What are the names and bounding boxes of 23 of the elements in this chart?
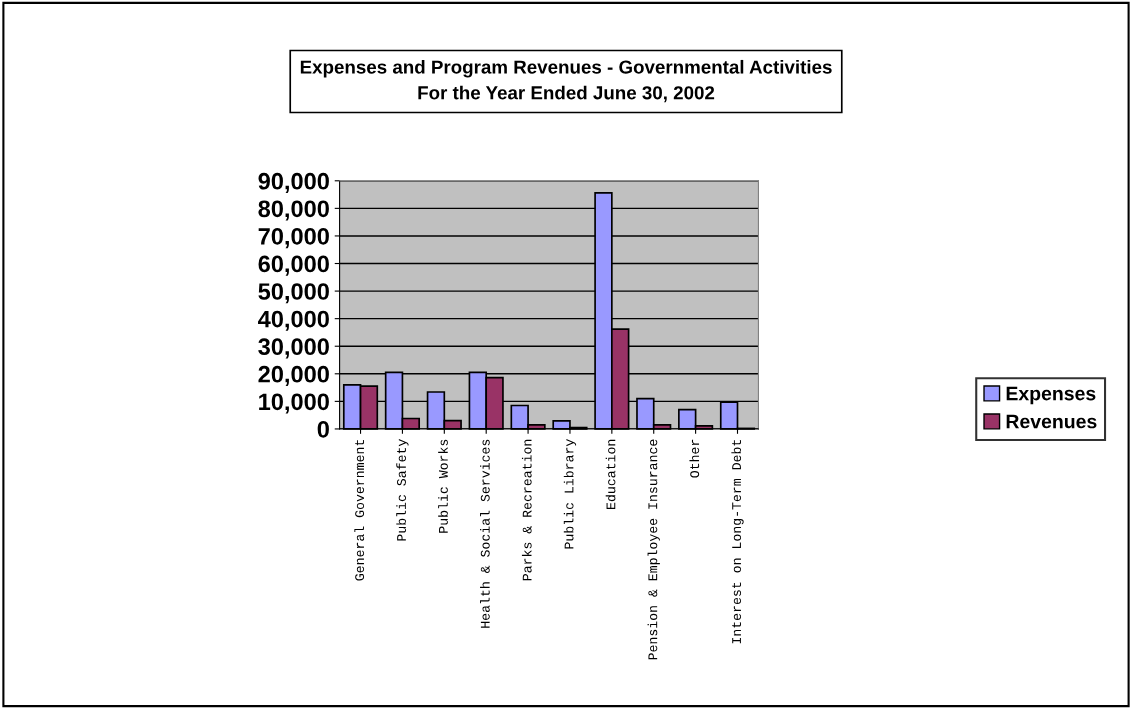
x-tick-label: Education: [605, 439, 616, 509]
x-tick-label: Public Safety: [396, 439, 409, 541]
y-tick-label: 30,000: [258, 338, 329, 359]
y-tick-label: 70,000: [258, 228, 329, 249]
legend-label: Expenses: [1006, 386, 1096, 405]
y-tick-label: 0: [317, 421, 329, 438]
chart-title: Expenses and Program Revenues - Governmental Activities For the Year Ended June 30, 2002: [300, 59, 832, 103]
x-tick-label: Interest on Long-Term Debt: [731, 440, 744, 644]
x-tick-label: Pension & Employee Insurance: [647, 439, 660, 660]
y-tick-label: 20,000: [258, 365, 329, 387]
y-tick-label: 60,000: [258, 255, 329, 276]
y-tick-label: 90,000: [258, 172, 329, 194]
x-tick-label: General Government: [354, 440, 365, 581]
y-tick-label: 10,000: [259, 393, 329, 414]
x-tick-label: Health & Social Services: [480, 439, 490, 628]
y-tick-label: 50,000: [258, 283, 329, 304]
y-tick-label: 80,000: [258, 200, 329, 221]
legend-label: Revenues: [1006, 414, 1097, 429]
x-tick-label: Parks & Recreation: [521, 439, 532, 581]
x-tick-label: Other: [689, 439, 700, 478]
x-tick-label: Public Library: [563, 439, 577, 549]
y-tick-label: 40,000: [258, 310, 329, 331]
x-tick-label: Public Works: [438, 439, 448, 533]
